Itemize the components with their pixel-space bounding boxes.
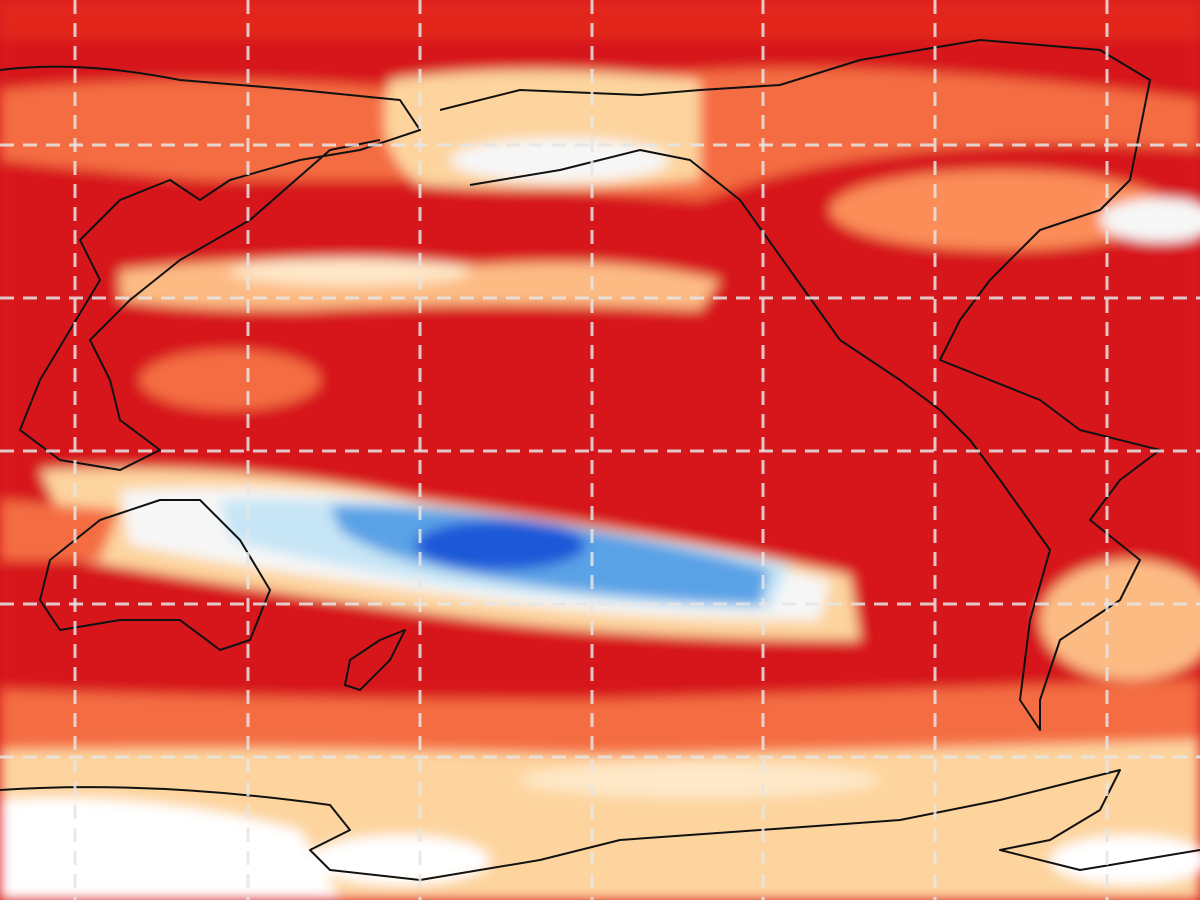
indian-ocean-warm xyxy=(0,500,120,560)
new-zealand-coast xyxy=(344,629,406,691)
antarctic-white xyxy=(0,798,340,900)
north-america-warm xyxy=(830,170,1170,250)
equator-deep-blue xyxy=(415,520,585,570)
americas-coast xyxy=(439,39,1161,731)
asia-coast xyxy=(0,65,421,471)
coastlines xyxy=(0,39,1200,881)
subtropic-pale xyxy=(230,258,470,286)
antarctica-coast xyxy=(0,769,1200,881)
atlantic-white xyxy=(1100,198,1200,242)
australia-coast xyxy=(39,499,271,651)
north-band xyxy=(0,0,1200,40)
antarctic-white-3 xyxy=(1050,835,1200,885)
north-pacific-white xyxy=(450,138,670,182)
southern-very-pale xyxy=(520,762,880,798)
south-atlantic-pale xyxy=(1040,560,1200,680)
west-pacific-warm xyxy=(140,350,320,410)
southern-warm-band xyxy=(0,680,1200,770)
